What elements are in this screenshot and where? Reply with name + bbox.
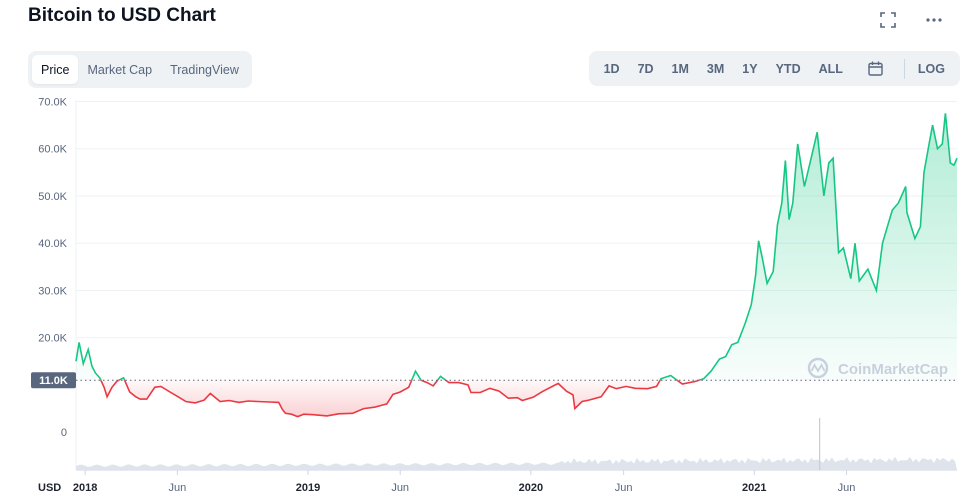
x-tick-label: Jun xyxy=(615,482,633,494)
calendar-icon[interactable] xyxy=(852,55,900,82)
area-above-baseline xyxy=(76,113,957,381)
more-horizontal-icon[interactable] xyxy=(924,10,944,30)
y-tick-label: 40.0K xyxy=(38,238,67,250)
range-all-button[interactable]: ALL xyxy=(818,61,843,76)
y-tick-label: 70.0K xyxy=(38,96,67,108)
range-ytd-button[interactable]: YTD xyxy=(775,61,801,76)
tab-tradingview[interactable]: TradingView xyxy=(170,62,239,77)
price-line-down xyxy=(99,380,702,418)
range-divider xyxy=(903,58,905,79)
x-tick-label: 2018 xyxy=(73,482,97,494)
price-line xyxy=(75,113,958,418)
x-tick-label: 2019 xyxy=(296,482,320,494)
x-tick-label: Jun xyxy=(838,482,856,494)
x-tick-label: 2021 xyxy=(742,482,766,494)
range-1d-button[interactable]: 1D xyxy=(603,61,620,76)
log-scale-button[interactable]: LOG xyxy=(917,61,945,76)
y-tick-label: 0 xyxy=(61,427,67,439)
y-tick-label: 50.0K xyxy=(38,191,67,203)
coinmarketcap-logo: CoinMarketCap xyxy=(807,357,948,379)
fullscreen-icon[interactable] xyxy=(878,10,898,30)
y-axis: 70.0K 60.0K 50.0K 40.0K 30.0K 20.0K 0 xyxy=(38,96,67,439)
currency-label: USD xyxy=(38,482,61,494)
tab-market-cap[interactable]: Market Cap xyxy=(87,62,153,77)
x-tick-label: Jun xyxy=(168,482,186,494)
x-tick-label: 2020 xyxy=(519,482,543,494)
range-7d-button[interactable]: 7D xyxy=(637,61,654,76)
y-tick-label: 30.0K xyxy=(38,285,67,297)
y-tick-label: 60.0K xyxy=(38,144,67,156)
price-area-fill xyxy=(76,113,957,417)
watermark-text: CoinMarketCap xyxy=(838,361,948,378)
range-1m-button[interactable]: 1M xyxy=(671,61,689,76)
x-tick-label: Jun xyxy=(391,482,409,494)
tab-price[interactable]: Price xyxy=(32,55,79,84)
area-below-baseline xyxy=(100,380,699,417)
price-line-up xyxy=(75,113,958,381)
range-3m-button[interactable]: 3M xyxy=(706,61,725,76)
page-title: Bitcoin to USD Chart xyxy=(28,5,216,26)
y-tick-label: 20.0K xyxy=(38,333,67,345)
header-actions xyxy=(878,10,944,30)
baseline-tag xyxy=(31,372,76,389)
baseline-label: 11.0K xyxy=(39,375,68,387)
baseline-marker: 11.0K xyxy=(31,372,957,389)
view-tab-group: Price Market Cap TradingView xyxy=(28,51,252,88)
volume-bars xyxy=(76,418,957,470)
x-axis: 2018 Jun 2019 Jun 2020 Jun 2021 Jun xyxy=(73,470,855,494)
volume-area xyxy=(76,456,957,470)
range-selector: 1D 7D 1M 3M 1Y YTD ALL LOG xyxy=(588,51,960,86)
range-1y-button[interactable]: 1Y xyxy=(742,61,758,76)
